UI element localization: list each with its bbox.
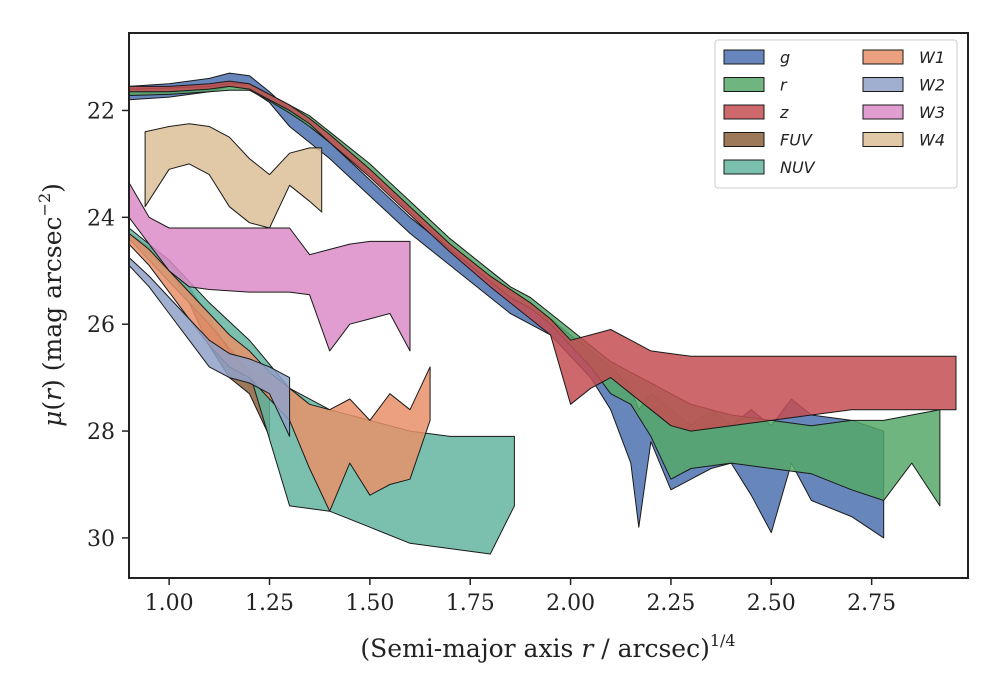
series-band-z <box>129 80 957 432</box>
legend-swatch-fuv <box>723 132 765 147</box>
x-tick-label: 1.25 <box>245 591 294 616</box>
plot-frame <box>128 32 969 579</box>
x-tick-label: 1.50 <box>345 591 394 616</box>
legend-label-w2: W2 <box>919 76 945 95</box>
legend-label-z: z <box>779 103 789 122</box>
x-axis: 1.00 1.25 1.50 1.75 2.00 2.25 2.50 2.75 <box>145 578 896 616</box>
legend-swatch-z <box>723 104 765 120</box>
y-tick-label: 22 <box>87 99 115 124</box>
x-tick-label: 1.00 <box>145 591 194 616</box>
legend-label-g: g <box>780 48 790 67</box>
x-tick-label: 2.50 <box>747 591 796 616</box>
series-layer <box>129 72 957 555</box>
y-tick-label: 26 <box>87 313 115 338</box>
y-axis: 22 24 26 28 30 <box>87 99 129 552</box>
legend-label-w1: W1 <box>919 48 945 67</box>
y-axis-label: μ(r) (mag arcsec−2) <box>35 183 67 427</box>
legend-label-w4: W4 <box>919 131 945 150</box>
legend-swatch-w1 <box>862 49 904 65</box>
legend-swatch-nuv <box>723 159 765 175</box>
series-band-w3 <box>129 182 411 352</box>
legend-label-nuv: NUV <box>780 158 816 177</box>
x-tick-label: 2.25 <box>646 591 695 616</box>
legend-swatch-r <box>723 77 765 92</box>
legend-swatch-w3 <box>862 104 904 120</box>
legend: grz FUV NUV W1 W2 W3 W4 <box>714 39 958 189</box>
series-band-w2 <box>129 256 291 437</box>
x-axis-label: (Semi-major axis r / arcsec)1/4 <box>360 631 735 663</box>
y-tick-label: 30 <box>87 527 115 552</box>
x-tick-label: 2.00 <box>546 591 595 616</box>
legend-label-w3: W3 <box>919 103 945 122</box>
y-tick-label: 24 <box>87 206 115 231</box>
legend-swatch-w4 <box>862 132 904 147</box>
legend-swatch-w2 <box>862 77 904 92</box>
x-tick-label: 1.75 <box>446 591 495 616</box>
legend-label-r: r <box>780 76 788 95</box>
legend-label-fuv: FUV <box>780 131 813 150</box>
x-tick-label: 2.75 <box>847 591 896 616</box>
series-band-w4 <box>144 123 323 229</box>
legend-swatch-g <box>723 49 765 65</box>
y-tick-label: 28 <box>87 420 115 445</box>
